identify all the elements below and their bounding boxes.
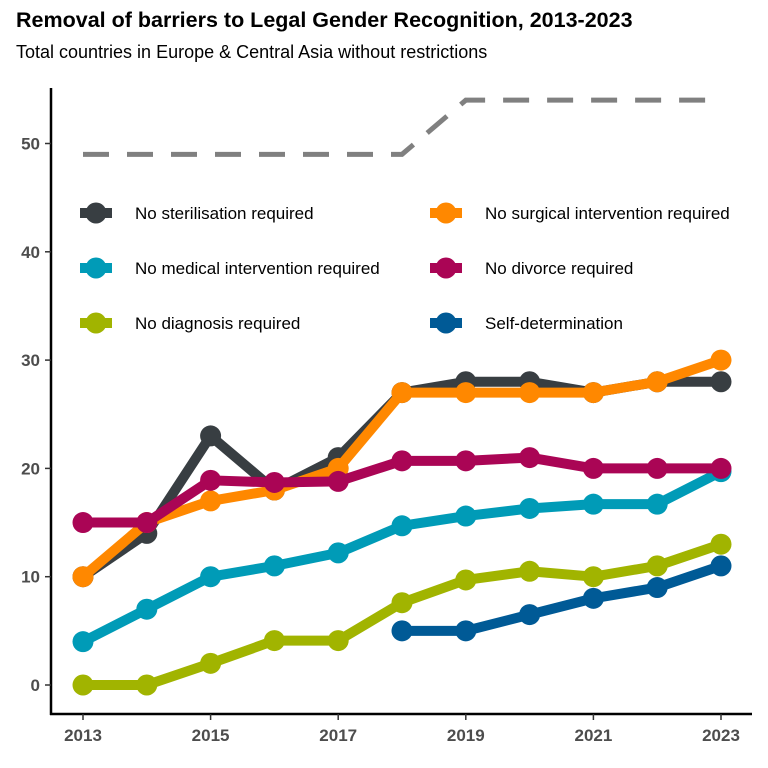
reference-line-total (83, 97, 721, 157)
legend-item: No divorce required (430, 257, 633, 279)
data-point (582, 382, 604, 404)
legend-label: Self-determination (485, 314, 623, 333)
legend-key-marker (85, 257, 107, 279)
data-point (519, 604, 541, 626)
y-tick-label: 50 (21, 135, 40, 154)
data-point (391, 592, 413, 614)
legend-item: No sterilisation required (80, 202, 314, 224)
data-point (72, 631, 94, 653)
legend-label: No diagnosis required (135, 314, 300, 333)
y-tick-label: 10 (21, 568, 40, 587)
data-point (327, 542, 349, 564)
data-point (582, 493, 604, 515)
series-line (397, 560, 726, 636)
legend-label: No medical intervention required (135, 259, 380, 278)
x-tick-label: 2021 (574, 726, 612, 745)
data-point (391, 382, 413, 404)
data-point (263, 471, 285, 493)
legend-key-marker (435, 312, 457, 334)
x-tick-label: 2019 (447, 726, 485, 745)
series-2 (72, 461, 732, 653)
y-tick-label: 30 (21, 351, 40, 370)
chart-subtitle: Total countries in Europe & Central Asia… (16, 42, 488, 62)
data-point (710, 349, 732, 371)
data-point (582, 566, 604, 588)
legend-key-marker (85, 202, 107, 224)
x-tick-label: 2015 (192, 726, 230, 745)
data-point (646, 555, 668, 577)
data-point (200, 469, 222, 491)
x-tick-label: 2017 (319, 726, 357, 745)
data-point (710, 555, 732, 577)
series-line (78, 376, 726, 582)
series-line (78, 539, 726, 690)
data-point (327, 630, 349, 652)
y-tick-label: 0 (31, 676, 40, 695)
data-point (455, 505, 477, 527)
data-point (710, 457, 732, 479)
data-point (455, 569, 477, 591)
data-point (327, 470, 349, 492)
data-point (519, 497, 541, 519)
series-5 (391, 555, 732, 642)
y-tick-label: 40 (21, 243, 40, 262)
data-point (582, 587, 604, 609)
data-point (200, 652, 222, 674)
chart-title: Removal of barriers to Legal Gender Reco… (16, 8, 633, 32)
data-point (72, 512, 94, 534)
data-point (200, 425, 222, 447)
legend-item: No surgical intervention required (430, 202, 730, 224)
x-tick-label: 2023 (702, 726, 740, 745)
legend-item: No diagnosis required (80, 312, 300, 334)
data-point (263, 630, 285, 652)
x-tick-label: 2013 (64, 726, 102, 745)
data-point (136, 674, 158, 696)
data-point (582, 457, 604, 479)
legend-item: No medical intervention required (80, 257, 380, 279)
legend-key-marker (435, 257, 457, 279)
legend-key-marker (85, 312, 107, 334)
legend-key-marker (435, 202, 457, 224)
data-point (646, 493, 668, 515)
data-point (710, 533, 732, 555)
data-point (263, 555, 285, 577)
data-point (136, 598, 158, 620)
legend-item: Self-determination (430, 312, 623, 334)
legend-label: No sterilisation required (135, 204, 314, 223)
series-0 (72, 371, 732, 588)
data-point (72, 674, 94, 696)
data-point (519, 560, 541, 582)
data-point (391, 450, 413, 472)
data-point (646, 577, 668, 599)
data-point (710, 371, 732, 393)
data-point (72, 566, 94, 588)
data-point (455, 382, 477, 404)
data-point (136, 512, 158, 534)
data-point (391, 620, 413, 642)
series-4 (72, 533, 732, 696)
data-point (200, 566, 222, 588)
series-3 (72, 447, 732, 534)
data-point (519, 447, 541, 469)
legend-label: No surgical intervention required (485, 204, 730, 223)
data-point (646, 371, 668, 393)
legend-label: No divorce required (485, 259, 633, 278)
data-point (200, 490, 222, 512)
data-point (391, 515, 413, 537)
data-point (646, 457, 668, 479)
data-point (519, 382, 541, 404)
data-point (455, 450, 477, 472)
data-point (455, 620, 477, 642)
y-tick-label: 20 (21, 459, 40, 478)
